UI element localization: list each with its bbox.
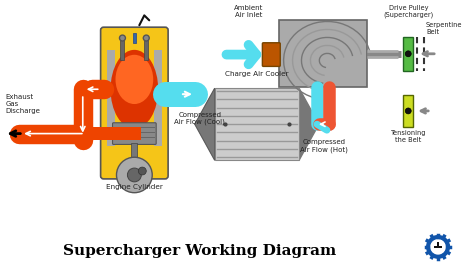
Circle shape	[405, 108, 411, 114]
Circle shape	[405, 51, 411, 57]
FancyBboxPatch shape	[100, 27, 168, 179]
Circle shape	[119, 35, 126, 41]
Bar	[434, 246, 442, 248]
Text: Drive Pulley
(Supercharger): Drive Pulley (Supercharger)	[383, 5, 433, 18]
Bar	[154, 50, 162, 146]
Bar	[82, 82, 94, 96]
Circle shape	[433, 242, 443, 252]
Polygon shape	[299, 88, 319, 160]
FancyBboxPatch shape	[112, 123, 156, 144]
Text: Serpentine
Belt: Serpentine Belt	[426, 22, 463, 35]
Bar	[114, 132, 155, 133]
FancyBboxPatch shape	[263, 43, 280, 66]
Bar	[131, 143, 137, 171]
Text: Exhaust
Gas
Discharge: Exhaust Gas Discharge	[5, 94, 40, 114]
Text: Compressed
Air Flow (Cool): Compressed Air Flow (Cool)	[174, 112, 225, 125]
Bar	[144, 38, 148, 60]
Text: Tensioning
the Belt: Tensioning the Belt	[391, 130, 426, 143]
Bar	[215, 88, 299, 160]
Bar	[133, 33, 136, 43]
Bar	[437, 242, 439, 247]
Polygon shape	[195, 88, 215, 160]
Text: Ambient
Air Inlet: Ambient Air Inlet	[234, 5, 263, 18]
Text: Compressed
Air Flow (Hot): Compressed Air Flow (Hot)	[300, 139, 348, 152]
Bar	[403, 37, 413, 70]
Bar	[403, 95, 413, 127]
Text: Supercharger Working Diagram: Supercharger Working Diagram	[63, 244, 337, 258]
Circle shape	[117, 157, 152, 193]
Circle shape	[138, 167, 146, 175]
Bar	[114, 127, 155, 128]
Bar	[82, 127, 141, 140]
Bar	[279, 20, 366, 87]
Text: Charge Air Cooler: Charge Air Cooler	[225, 72, 289, 77]
Circle shape	[143, 35, 149, 41]
Circle shape	[128, 168, 141, 182]
Text: Engine Cylinder: Engine Cylinder	[106, 184, 163, 190]
Bar	[114, 136, 155, 138]
Ellipse shape	[116, 55, 153, 104]
Bar	[120, 38, 125, 60]
Ellipse shape	[110, 50, 158, 129]
Bar	[107, 50, 115, 146]
